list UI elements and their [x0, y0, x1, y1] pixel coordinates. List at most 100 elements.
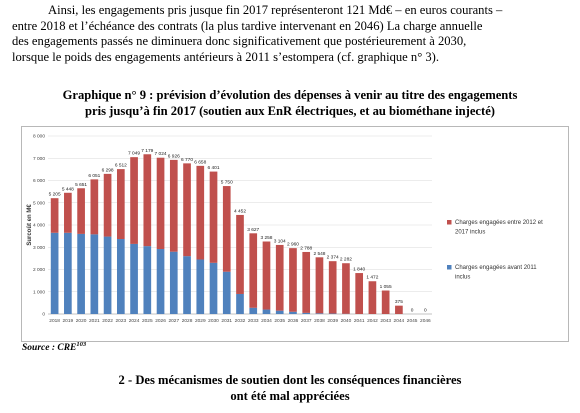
chart-title: Graphique n° 9 : prévision d’évolution d… — [0, 88, 580, 119]
bar-segment-2012-2017 — [289, 248, 297, 312]
x-tick-label: 2019 — [63, 318, 74, 324]
bar-total-label: 0 — [411, 308, 414, 314]
bar-segment-before-2011 — [275, 310, 284, 314]
bar-segment-before-2011 — [315, 313, 324, 314]
bar-segment-2012-2017 — [143, 154, 152, 247]
chart-title-line-2: pris jusqu’à fin 2017 (soutien aux EnR é… — [85, 103, 495, 118]
bar-segment-2012-2017 — [368, 281, 377, 314]
bar-segment-2012-2017 — [381, 290, 390, 314]
legend-swatch — [447, 220, 452, 225]
y-tick-label: 8 000 — [33, 134, 45, 140]
x-tick-label: 2039 — [327, 318, 338, 324]
bar-total-label: 1 840 — [353, 267, 365, 273]
bar-total-label: 7 024 — [155, 151, 167, 157]
y-tick-label: 2 000 — [33, 267, 45, 273]
bar-segment-2012-2017 — [275, 244, 284, 311]
bar-segment-before-2011 — [156, 249, 165, 314]
y-tick-label: 1 000 — [33, 289, 45, 295]
bar-segment-2012-2017 — [196, 165, 205, 260]
bar-segment-2012-2017 — [262, 241, 271, 310]
bar-total-label: 1 472 — [366, 275, 378, 281]
bar-total-label: 7 179 — [141, 148, 153, 154]
bar-segment-before-2011 — [236, 293, 244, 314]
section-heading-line-2: ont été mal appréciées — [230, 388, 350, 403]
chart-frame: 0 1 000 2 000 3 000 4 000 5 000 6 000 7 000 8 00… — [21, 126, 569, 342]
x-tick-label: 2029 — [195, 318, 206, 324]
bar-total-label: 0 — [424, 308, 427, 314]
bar-segment-2012-2017 — [130, 157, 138, 244]
bar-segment-2012-2017 — [64, 192, 72, 233]
bar-segment-before-2011 — [143, 246, 152, 314]
bar-segment-2012-2017 — [249, 233, 258, 308]
bar-segment-2012-2017 — [90, 179, 99, 235]
bar-segment-2012-2017 — [103, 173, 112, 237]
y-tick-label: 3 000 — [33, 245, 45, 251]
bar-segment-before-2011 — [103, 236, 112, 314]
x-tick-label: 2036 — [288, 318, 299, 324]
x-tick-label: 2022 — [102, 318, 113, 324]
y-tick-label: 7 000 — [33, 156, 45, 162]
x-tick-label: 2040 — [341, 318, 352, 324]
x-tick-label: 2033 — [248, 318, 259, 324]
source-label: Source : CRE — [22, 343, 77, 354]
legend-swatch — [447, 265, 452, 270]
intro-paragraph: Ainsi, les engagements pris jusque fin 2… — [12, 3, 564, 65]
bar-total-label: 5 750 — [221, 180, 233, 186]
bar-segment-2012-2017 — [302, 251, 311, 313]
chart-title-line-1: Graphique n° 9 : prévision d’évolution d… — [62, 88, 518, 102]
x-tick-label: 2027 — [168, 318, 179, 324]
y-tick-label: 5 000 — [33, 200, 45, 206]
source-note: Source : CRE103 — [22, 341, 86, 353]
y-tick-label: 6 000 — [33, 178, 45, 184]
y-axis-label: Surcoût en M€ — [27, 204, 33, 246]
x-tick-label: 2030 — [208, 318, 219, 324]
bar-segment-before-2011 — [289, 311, 297, 314]
y-tick-label: 0 — [42, 312, 45, 318]
bar-segment-before-2011 — [302, 312, 311, 314]
bar-segment-before-2011 — [116, 239, 125, 314]
x-tick-label: 2032 — [235, 318, 246, 324]
bar-total-label: 5 205 — [49, 192, 61, 198]
bar-segment-before-2011 — [222, 271, 231, 314]
section-heading-line-1: 2 - Des mécanismes de soutien dont les c… — [118, 373, 462, 387]
x-tick-label: 2025 — [142, 318, 153, 324]
bar-segment-before-2011 — [90, 234, 99, 314]
bar-total-label: 6 051 — [88, 173, 100, 179]
bar-segment-2012-2017 — [77, 188, 85, 234]
bar-total-label: 5 651 — [75, 182, 87, 188]
bar-segment-2012-2017 — [156, 157, 165, 250]
x-tick-label: 2045 — [407, 318, 418, 324]
legend-label: Charges engagées entre 2012 et 2017 inclu… — [455, 220, 543, 236]
bar-segment-before-2011 — [169, 251, 178, 314]
bar-total-label: 375 — [395, 299, 403, 305]
section-heading: 2 - Des mécanismes de soutien dont les c… — [0, 373, 580, 404]
bar-segment-before-2011 — [262, 309, 271, 314]
x-tick-label: 2034 — [261, 318, 272, 324]
bar-total-label: 6 401 — [208, 165, 220, 171]
bar-total-label: 2 788 — [300, 245, 312, 251]
bar-total-label: 5 448 — [62, 186, 74, 192]
bar-segment-2012-2017 — [183, 163, 191, 257]
bar-segment-2012-2017 — [355, 273, 364, 314]
bar-total-label: 2 548 — [313, 251, 325, 257]
x-tick-label: 2044 — [394, 318, 405, 324]
bar-segment-before-2011 — [183, 256, 191, 314]
y-tick-label: 4 000 — [33, 223, 45, 229]
bar-total-label: 1 055 — [380, 284, 392, 290]
bar-total-label: 2 960 — [287, 242, 299, 248]
x-tick-label: 2037 — [301, 318, 312, 324]
intro-line-1: Ainsi, les engagements pris jusque fin 2… — [48, 3, 503, 17]
bar-segment-before-2011 — [209, 262, 218, 314]
x-tick-label: 2021 — [89, 318, 100, 324]
bar-total-label: 6 658 — [194, 159, 206, 165]
bar-segment-before-2011 — [130, 243, 138, 314]
x-tick-label: 2038 — [314, 318, 325, 324]
bar-total-label: 4 452 — [234, 208, 246, 214]
bar-segment-2012-2017 — [222, 186, 231, 272]
bar-total-label: 2 282 — [340, 257, 352, 263]
bar-segment-before-2011 — [77, 233, 85, 314]
x-tick-label: 2031 — [221, 318, 232, 324]
x-tick-label: 2042 — [367, 318, 378, 324]
bar-segment-2012-2017 — [315, 257, 324, 314]
x-tick-label: 2028 — [182, 318, 193, 324]
